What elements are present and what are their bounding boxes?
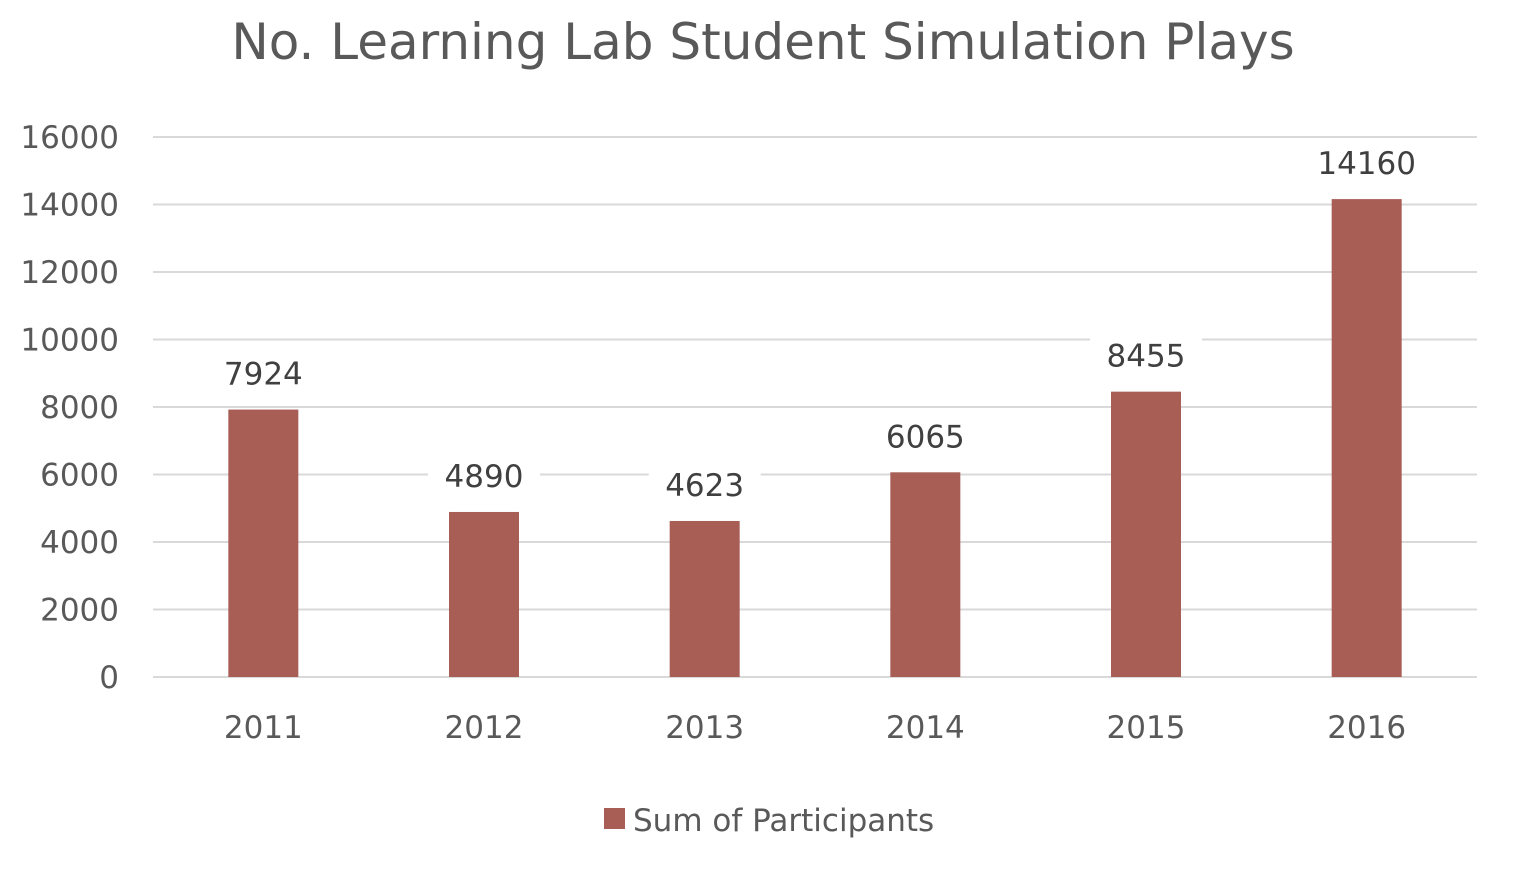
y-tick-label: 0: [99, 660, 119, 696]
x-tick-label-2011: 2011: [224, 710, 303, 746]
y-tick-label: 8000: [40, 390, 119, 426]
legend-swatch: [604, 808, 625, 829]
legend: Sum of Participants: [604, 803, 934, 839]
bar-2013: [669, 520, 740, 677]
data-label-2015: 8455: [1107, 339, 1186, 375]
data-label-background: [1310, 138, 1423, 181]
y-tick-label: 6000: [40, 458, 119, 494]
y-tick-label: 16000: [20, 120, 119, 156]
x-axis-tick-labels: 2011 2012 2013 2014 2015 2016: [224, 710, 1406, 746]
x-tick-label-2015: 2015: [1107, 710, 1186, 746]
bar-2012: [449, 511, 519, 677]
data-label-background: [428, 450, 540, 493]
y-tick-label: 2000: [40, 593, 119, 629]
data-label-2014: 6065: [886, 419, 965, 455]
y-tick-label: 14000: [20, 188, 119, 224]
bar-2016: [1331, 199, 1402, 677]
gridlines: [153, 136, 1477, 678]
data-label-2016: 14160: [1317, 146, 1416, 182]
bars: [228, 199, 1402, 677]
x-tick-label-2016: 2016: [1327, 710, 1406, 746]
y-tick-label: 10000: [20, 323, 119, 359]
y-tick-label: 12000: [20, 255, 119, 291]
data-label-2012: 4890: [445, 459, 524, 495]
data-label-background: [207, 348, 320, 391]
bar-2015: [1111, 391, 1181, 677]
data-label-background: [648, 459, 761, 502]
bar-2014: [890, 472, 961, 677]
y-axis-tick-labels: 0 2000 4000 6000 8000 10000 12000 14000 16000: [20, 120, 119, 696]
data-label-background: [1090, 330, 1202, 373]
legend-label: Sum of Participants: [633, 803, 934, 839]
y-tick-label: 4000: [40, 525, 119, 561]
data-label-2011: 7924: [224, 357, 303, 393]
data-labels: 7924 4890 4623 6065 8455 14160: [207, 138, 1423, 504]
chart-title: No. Learning Lab Student Simulation Play…: [231, 13, 1294, 71]
x-tick-label-2012: 2012: [445, 710, 524, 746]
data-label-background: [869, 411, 982, 454]
x-tick-label-2014: 2014: [886, 710, 965, 746]
bar-2011: [228, 409, 299, 677]
data-label-2013: 4623: [665, 468, 744, 504]
x-tick-label-2013: 2013: [665, 710, 744, 746]
